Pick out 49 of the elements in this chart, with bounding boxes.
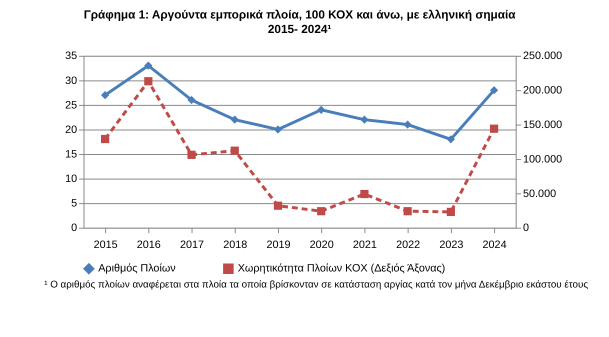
y2-tick-label: 200.000 — [523, 84, 562, 97]
y-tick-label: 5 — [71, 198, 78, 210]
y2-tick-label: 50.000 — [523, 188, 556, 200]
x-tick-label: 2017 — [180, 238, 204, 251]
y2-tick-label: 150.000 — [523, 119, 562, 132]
point — [360, 116, 369, 124]
point — [187, 96, 196, 104]
y2-tick-label: 250.000 — [523, 50, 562, 62]
legend-label: Χωρητικότητα Πλοίων ΚΟΧ (Δεξιός Άξονας) — [238, 262, 446, 275]
point — [274, 125, 282, 134]
point — [274, 202, 282, 210]
y-tick-label: 30 — [65, 74, 78, 87]
x-tick-label: 2022 — [396, 238, 420, 251]
chart-title: Γράφημα 1: Αργούντα εμπορικά πλοία, 100 ΚΟΧ και άνω, με ελληνική σημαία — [84, 8, 516, 22]
point — [230, 116, 239, 124]
y-tick-label: 20 — [65, 124, 78, 136]
x-tick-label: 2018 — [223, 238, 248, 251]
y-tick-label: 35 — [65, 50, 78, 62]
point — [490, 86, 498, 94]
point — [317, 106, 326, 114]
x-tick-label: 2019 — [266, 238, 290, 251]
x-tick-label: 2023 — [439, 238, 464, 251]
legend-label: Αριθμός Πλοίων — [98, 262, 176, 275]
point — [144, 62, 152, 70]
point — [230, 146, 239, 155]
point — [490, 124, 498, 133]
x-tick-label: 2020 — [310, 238, 334, 251]
y-tick-label: 0 — [71, 222, 78, 234]
point — [404, 120, 412, 129]
y-tick-label: 15 — [65, 148, 78, 160]
x-tick-label: 2016 — [136, 238, 161, 251]
x-tick-label: 2015 — [94, 238, 118, 251]
point — [100, 134, 110, 144]
x-tick-label: 2024 — [482, 238, 507, 251]
text: ¹ Ο αριθμός πλοίων αναφέρεται στα πλοία τα οποία βρίσκονταν σε κατάσταση αργίας κατά τον μήνα Δεκέμβριο εκάστου έτους — [44, 280, 588, 291]
point — [100, 90, 110, 100]
point — [446, 208, 455, 216]
y-tick-label: 25 — [65, 99, 78, 112]
point — [317, 207, 326, 216]
point — [187, 150, 196, 159]
y2-tick-label: 0 — [523, 222, 530, 234]
y-tick-label: 10 — [65, 173, 78, 186]
point — [144, 77, 152, 86]
x-tick-label: 2021 — [352, 238, 377, 251]
chart-subtitle: 2015- 2024¹ — [268, 23, 332, 36]
y2-tick-label: 100.000 — [523, 153, 562, 166]
point — [360, 190, 369, 198]
point — [446, 135, 455, 144]
point — [404, 207, 412, 216]
